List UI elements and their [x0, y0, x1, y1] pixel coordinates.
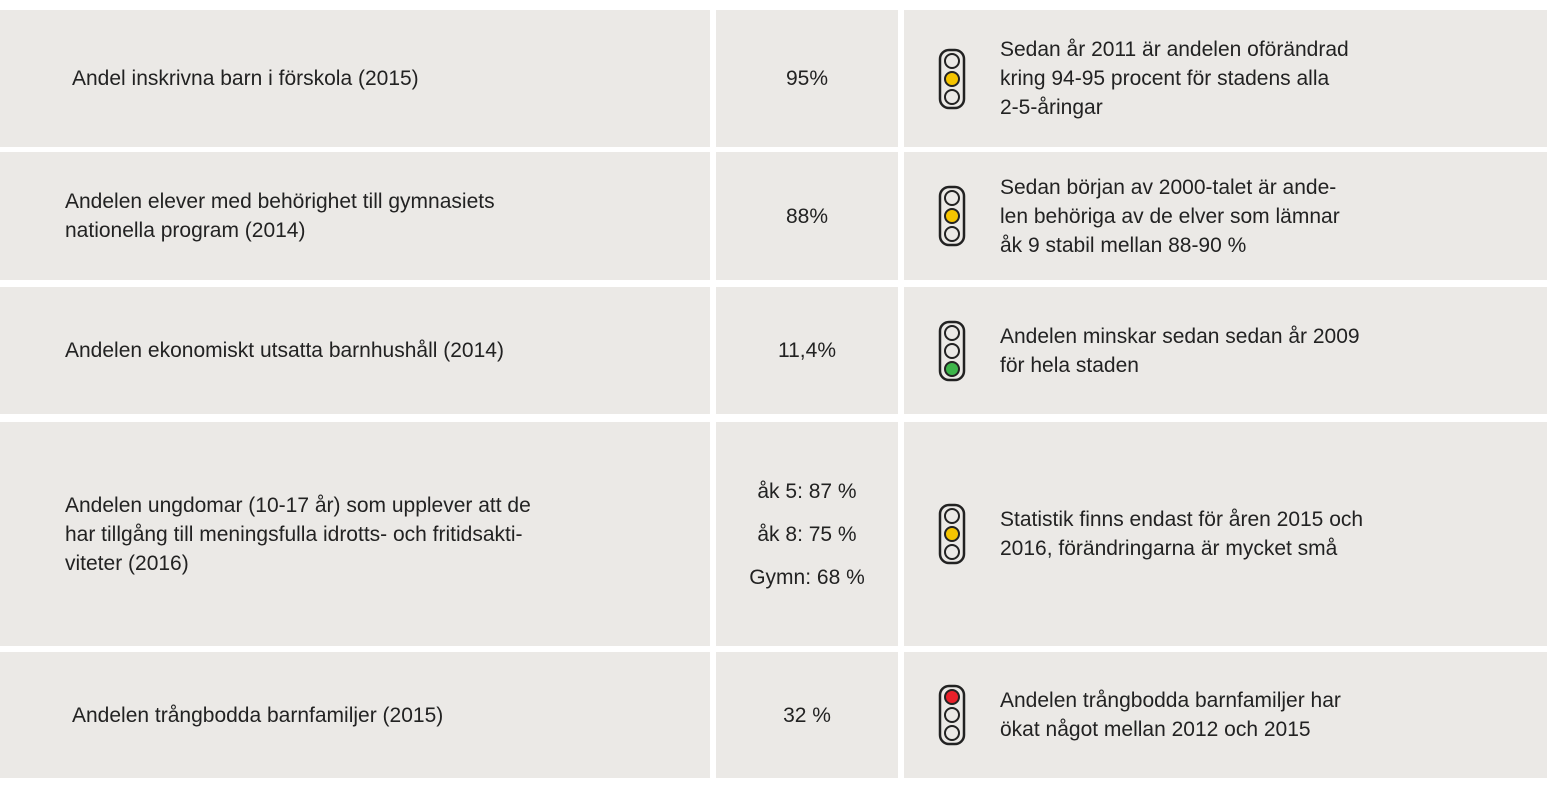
indicator-text: viteter (2016) [65, 551, 189, 575]
traffic-light-frame [938, 185, 966, 247]
traffic-light [938, 185, 966, 247]
comment-cell: Sedan år 2011 är andelen oförändrad kring… [904, 10, 1547, 147]
lamp [944, 70, 960, 87]
comment-cell: Statistik finns endast för åren 2015 och… [904, 422, 1547, 646]
lamp [944, 342, 960, 359]
lamp [944, 88, 960, 105]
traffic-light [938, 503, 966, 565]
indicator-text: har tillgång till meningsfulla idrotts- … [65, 522, 523, 546]
lamp [944, 725, 960, 741]
comment-text: för hela staden [1000, 353, 1139, 377]
value-text: åk 8: 75 % [757, 522, 857, 546]
lamp [944, 689, 960, 705]
traffic-light [938, 684, 966, 746]
value-cell: åk 5: 87 % åk 8: 75 % Gymn: 68 % [716, 422, 898, 646]
indicator-text: Andelen ungdomar (10-17 år) som upplever… [65, 493, 531, 517]
lamp [944, 544, 960, 560]
lamp [944, 526, 960, 542]
traffic-light-frame [938, 48, 966, 109]
indicator-cell: Andelen ekonomiskt utsatta barnhushåll (… [0, 287, 710, 414]
lamp [944, 190, 960, 206]
indicator-text: Andel inskrivna barn i förskola (2015) [72, 67, 419, 90]
indicator-text: Andelen ekonomiskt utsatta barnhushåll (… [65, 339, 504, 362]
comment-cell: Andelen trångbodda barnfamiljer har ökat … [904, 652, 1547, 778]
lamp [944, 508, 960, 524]
comment-text: 2-5-åringar [1000, 96, 1103, 119]
indicator-cell: Andelen ungdomar (10-17 år) som upplever… [0, 422, 710, 646]
traffic-light-frame [938, 320, 966, 381]
value-cell: 88% [716, 152, 898, 280]
comment-text: Statistik finns endast för åren 2015 och [1000, 508, 1364, 531]
value-cell: 11,4% [716, 287, 898, 414]
comment-text: len behöriga av de elver som lämnar [1000, 204, 1340, 228]
lamp [944, 324, 960, 341]
traffic-light-frame [938, 503, 966, 565]
comment-text: Andelen trångbodda barnfamiljer har [1000, 689, 1341, 712]
traffic-light [938, 48, 966, 109]
traffic-light-frame [938, 684, 966, 746]
indicator-cell: Andelen trångbodda barnfamiljer (2015) [0, 652, 710, 778]
comment-text: kring 94-95 procent för stadens alla [1000, 67, 1330, 90]
lamp [944, 208, 960, 224]
indicator-text: Andelen elever med behörighet till gymna… [65, 190, 495, 213]
lamp [944, 360, 960, 377]
comment-cell: Sedan början av 2000-talet är ande-len b… [904, 152, 1547, 280]
value-text: Gymn: 68 % [749, 565, 865, 589]
indicator-cell: Andel inskrivna barn i förskola (2015) [0, 10, 710, 147]
value-cell: 32 % [716, 652, 898, 778]
lamp [944, 226, 960, 242]
indicator-text: Andelen trångbodda barnfamiljer (2015) [72, 703, 444, 727]
value-text: 95% [785, 67, 829, 90]
comment-text: Andelen minskar sedan sedan år 2009 [1000, 324, 1360, 348]
indicator-text: nationella program (2014) [65, 219, 306, 242]
indicator-cell: Andelen elever med behörighet till gymna… [0, 152, 710, 280]
comment-text: åk 9 stabil mellan 88-90 % [1000, 233, 1247, 257]
comment-text: 2016, förändringarna är mycket små [1000, 537, 1338, 560]
lamp [944, 707, 960, 723]
lamp [944, 52, 960, 69]
comment-cell: Andelen minskar sedan sedan år 2009 för h… [904, 287, 1547, 414]
traffic-light [938, 320, 966, 381]
comment-text: Sedan början av 2000-talet är ande- [1000, 175, 1337, 199]
comment-text: Sedan år 2011 är andelen oförändrad [1000, 38, 1349, 61]
comment-text: ökat något mellan 2012 och 2015 [1000, 718, 1311, 741]
value-text: 88% [785, 204, 829, 228]
value-text: åk 5: 87 % [757, 479, 857, 503]
value-text: 32 % [783, 703, 831, 727]
value-cell: 95% [716, 10, 898, 147]
value-text: 11,4% [778, 339, 836, 362]
